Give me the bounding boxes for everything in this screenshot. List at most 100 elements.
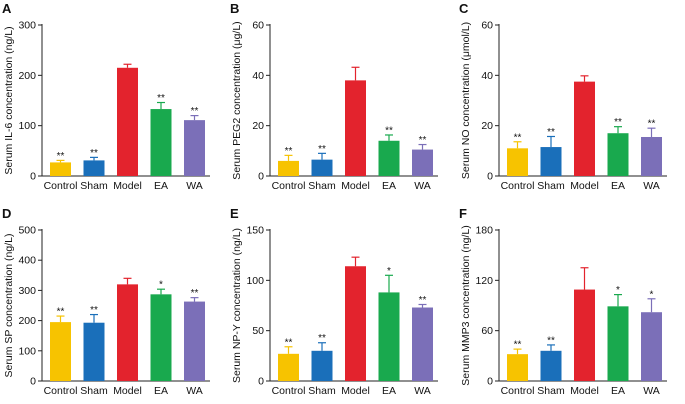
bar — [50, 162, 71, 176]
significance-mark: * — [616, 285, 620, 296]
x-tick-label: EA — [611, 385, 625, 397]
x-tick-label: Model — [570, 180, 599, 192]
panel-c: C Serum NO concentration (μmol/L) 0 20 40 60 *… — [459, 1, 667, 192]
x-tick-label: Control — [272, 180, 306, 192]
significance-mark: ** — [157, 93, 165, 104]
x-tick-label: EA — [382, 385, 396, 397]
y-tick-label: 300 — [18, 20, 36, 32]
y-tick-label: 0 — [258, 171, 264, 183]
significance-mark: ** — [191, 288, 199, 299]
x-tick-label: Control — [44, 385, 78, 397]
x-tick-label: EA — [611, 180, 625, 192]
panel-e: E Serum NP-Y concentration (ng/L) 0 50 100 15… — [230, 206, 438, 397]
bar — [278, 353, 299, 381]
y-tick-label: 20 — [252, 120, 264, 132]
x-tick-label: Sham — [80, 385, 108, 397]
bar — [83, 322, 105, 381]
significance-mark: * — [159, 280, 163, 291]
significance-mark: ** — [90, 305, 98, 316]
significance-mark: ** — [514, 340, 522, 351]
bar — [412, 307, 433, 381]
x-tick-label: Control — [501, 180, 535, 192]
bar — [184, 120, 205, 176]
bar — [311, 350, 333, 381]
y-tick-label: 150 — [246, 225, 264, 237]
y-tick-label: 60 — [481, 20, 493, 32]
significance-mark: ** — [57, 307, 65, 318]
x-tick-label: Model — [341, 385, 370, 397]
x-tick-label: EA — [382, 180, 396, 192]
bar — [574, 81, 595, 176]
x-tick-label: Model — [341, 180, 370, 192]
significance-mark: ** — [285, 146, 293, 157]
panel-a: A Serum IL-6 concentration (ng/L) 0 100 200 3… — [2, 1, 210, 192]
significance-mark: ** — [419, 135, 427, 146]
y-tick-label: 0 — [30, 171, 36, 183]
x-tick-label: EA — [154, 385, 168, 397]
y-tick-label: 0 — [30, 376, 36, 388]
significance-mark: ** — [547, 127, 555, 138]
panel-label: E — [230, 206, 239, 221]
y-tick-label: 500 — [18, 225, 36, 237]
bar — [641, 136, 662, 176]
panel-d: D Serum SP concentration (ng/L) 0 100 200 300… — [2, 206, 210, 397]
y-axis-title: Serum NP-Y concentration (ng/L) — [231, 228, 243, 383]
y-axis-title: Serum PEG2 concentration (μg/L) — [231, 21, 243, 179]
bar — [150, 294, 172, 381]
bar — [540, 350, 562, 381]
x-tick-label: WA — [414, 385, 431, 397]
x-tick-label: Control — [501, 385, 535, 397]
bar — [378, 292, 400, 381]
significance-mark: ** — [318, 333, 326, 344]
panel-b: B Serum PEG2 concentration (μg/L) 0 20 40 60 *… — [230, 1, 438, 192]
bar — [412, 149, 433, 176]
panel-label: C — [459, 1, 469, 16]
x-tick-label: WA — [186, 180, 203, 192]
bar — [507, 148, 528, 176]
bar — [540, 147, 562, 176]
x-tick-label: Sham — [537, 180, 565, 192]
y-axis-title: Serum MMP3 concentration (ng/L) — [460, 225, 472, 385]
bar — [641, 312, 662, 381]
bar — [345, 80, 366, 176]
panel-label: A — [2, 1, 12, 16]
significance-mark: * — [387, 266, 391, 277]
bar — [311, 159, 333, 176]
x-tick-label: Sham — [308, 385, 336, 397]
y-tick-label: 60 — [481, 325, 493, 337]
y-tick-label: 40 — [252, 70, 264, 82]
significance-mark: ** — [57, 151, 65, 162]
y-tick-label: 100 — [246, 275, 264, 287]
significance-mark: ** — [419, 295, 427, 306]
y-tick-label: 60 — [252, 20, 264, 32]
y-axis-title: Serum IL-6 concentration (ng/L) — [3, 26, 15, 174]
bar — [150, 109, 172, 176]
bar — [83, 160, 105, 176]
significance-mark: ** — [614, 117, 622, 128]
bar — [607, 306, 629, 381]
x-tick-label: WA — [643, 180, 660, 192]
x-tick-label: Control — [44, 180, 78, 192]
x-tick-label: WA — [186, 385, 203, 397]
x-tick-label: Sham — [537, 385, 565, 397]
bar — [607, 133, 629, 176]
bar — [507, 354, 528, 381]
significance-mark: ** — [547, 335, 555, 346]
bar — [574, 289, 595, 381]
y-tick-label: 0 — [258, 376, 264, 388]
bar — [50, 322, 71, 381]
panel-label: B — [230, 1, 239, 16]
y-tick-label: 100 — [18, 345, 36, 357]
x-tick-label: Control — [272, 385, 306, 397]
panel-f: F Serum MMP3 concentration (ng/L) 0 60 120 18… — [459, 206, 667, 397]
significance-mark: ** — [191, 106, 199, 117]
bar — [378, 140, 400, 176]
x-tick-label: Model — [113, 180, 142, 192]
y-axis-title: Serum SP concentration (ng/L) — [3, 234, 15, 378]
bar — [184, 301, 205, 381]
significance-mark: * — [650, 289, 654, 300]
x-tick-label: Sham — [80, 180, 108, 192]
panel-label: D — [2, 206, 11, 221]
y-tick-label: 100 — [18, 120, 36, 132]
bar — [345, 266, 366, 381]
